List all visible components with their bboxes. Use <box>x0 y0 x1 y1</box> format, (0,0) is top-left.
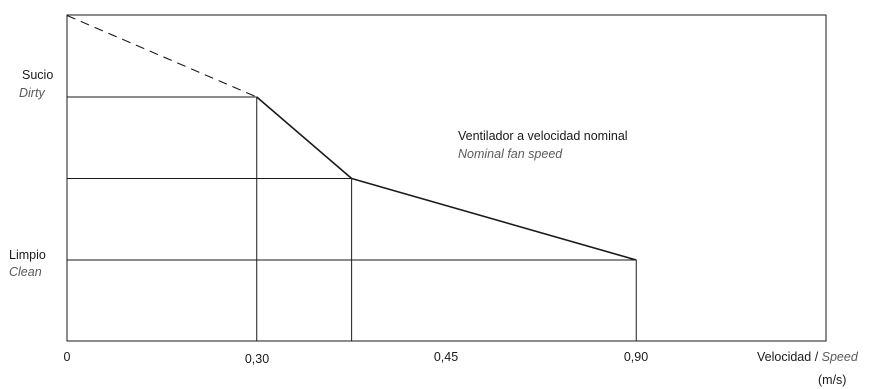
x-axis-unit: (m/s) <box>818 373 847 387</box>
y-label-dirty-en: Dirty <box>19 86 45 100</box>
x-axis-label-separator: / <box>811 350 822 364</box>
grid-layer <box>67 96 637 341</box>
x-tick-1: 0,30 <box>244 352 270 366</box>
annotation-en: Nominal fan speed <box>458 147 563 161</box>
series-line-segment-1 <box>351 177 637 261</box>
x-tick-2: 0,45 <box>433 350 459 364</box>
plot-frame <box>66 14 827 342</box>
x-axis-label-en: Speed <box>821 350 858 364</box>
x-tick-0: 0 <box>63 350 71 364</box>
series-layer <box>66 14 637 261</box>
y-label-clean-es: Limpio <box>9 248 46 262</box>
y-label-dirty-es: Sucio <box>22 68 54 82</box>
extrapolated-dashed-line <box>66 14 257 98</box>
y-label-clean-en: Clean <box>9 265 42 279</box>
plot-border <box>66 14 827 342</box>
x-tick-3: 0,90 <box>623 350 649 364</box>
annotation-es: Ventilador a velocidad nominal <box>458 129 628 143</box>
x-axis-label-es: Velocidad <box>757 350 812 364</box>
series-line-segment-0 <box>256 96 353 180</box>
x-axis-label: Velocidad / Speed <box>757 350 858 364</box>
